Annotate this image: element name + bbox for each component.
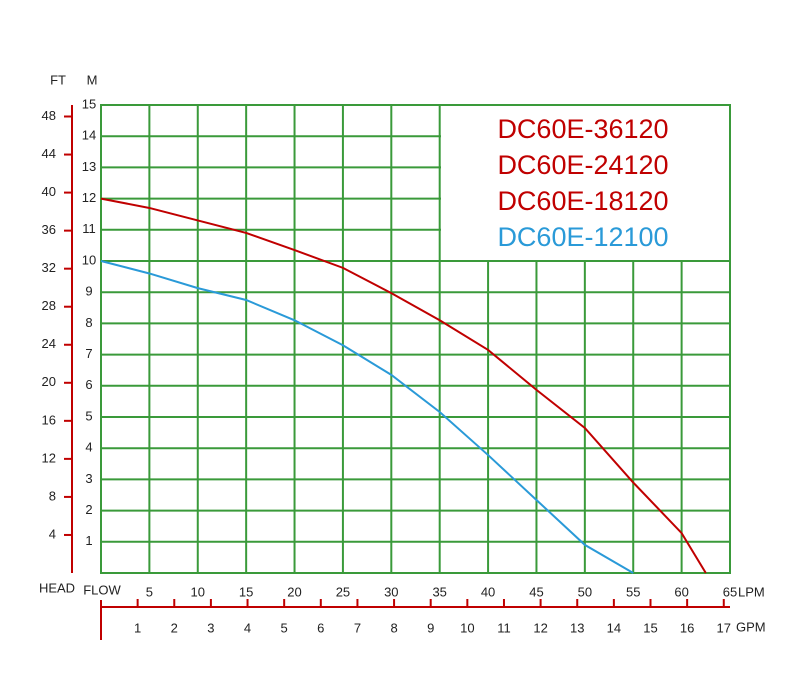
y2-tick-label: 16 xyxy=(42,412,56,427)
x2-tick-label: 12 xyxy=(533,620,547,635)
y2-tick-label: 36 xyxy=(42,222,56,237)
x-tick-label: 50 xyxy=(578,584,592,599)
y2-tick-label: 40 xyxy=(42,184,56,199)
x2-tick-label: 2 xyxy=(171,620,178,635)
x-tick-label: 60 xyxy=(674,584,688,599)
y-tick-label: 6 xyxy=(85,377,92,392)
plot-border xyxy=(100,104,731,574)
y-tick-label: 13 xyxy=(82,159,96,174)
x2-tick-label: 13 xyxy=(570,620,584,635)
x-tick-label: 55 xyxy=(626,584,640,599)
x-tick-label: 30 xyxy=(384,584,398,599)
x2-tick-label: 4 xyxy=(244,620,251,635)
y2-tick-label: 8 xyxy=(49,488,56,503)
x2-tick-label: 7 xyxy=(354,620,361,635)
y-tick-label: 3 xyxy=(85,471,92,486)
x-tick-label: 40 xyxy=(481,584,495,599)
x2-tick-label: 14 xyxy=(607,620,621,635)
x-tick-label: 5 xyxy=(146,584,153,599)
y2-tick-label: 48 xyxy=(42,108,56,123)
y-tick-label: 4 xyxy=(85,440,92,455)
x2-tick-label: 15 xyxy=(643,620,657,635)
y-tick-label: 8 xyxy=(85,315,92,330)
y-tick-label: 2 xyxy=(85,502,92,517)
x2-axis-label: GPM xyxy=(736,619,766,634)
y-tick-label: 9 xyxy=(85,284,92,299)
curve xyxy=(100,260,634,574)
x2-tick-label: 6 xyxy=(317,620,324,635)
legend-box xyxy=(441,106,729,260)
y-tick-label: 11 xyxy=(82,221,96,236)
y2-tick-label: 20 xyxy=(42,374,56,389)
x2-tick-label: 11 xyxy=(497,620,511,635)
y-tick-label: 12 xyxy=(82,190,96,205)
x-tick-label: 35 xyxy=(432,584,446,599)
x-axis-label: LPM xyxy=(738,584,765,599)
x-tick-label: 45 xyxy=(529,584,543,599)
x-tick-label: 10 xyxy=(191,584,205,599)
y2-tick-label: 4 xyxy=(49,526,56,541)
y2-tick-label: 28 xyxy=(42,298,56,313)
x-tick-label: 20 xyxy=(287,584,301,599)
x2-tick-label: 5 xyxy=(281,620,288,635)
head-label: HEAD xyxy=(39,580,75,595)
y2-tick-label: 24 xyxy=(42,336,56,351)
x2-tick-label: 16 xyxy=(680,620,694,635)
x2-tick-label: 3 xyxy=(207,620,214,635)
x2-tick-label: 1 xyxy=(134,620,141,635)
y-tick-label: 1 xyxy=(85,533,92,548)
y-tick-label: 15 xyxy=(82,96,96,111)
y2-tick-label: 12 xyxy=(42,450,56,465)
y-tick-label: 14 xyxy=(82,128,96,143)
legend-entry: DC60E-12100 xyxy=(497,222,668,252)
legend-entry: DC60E-36120 xyxy=(497,114,668,144)
y2-tick-label: 44 xyxy=(42,146,56,161)
x-tick-label: 15 xyxy=(239,584,253,599)
y-tick-label: 10 xyxy=(82,252,96,267)
curve xyxy=(100,197,707,574)
x2-tick-label: 10 xyxy=(460,620,474,635)
y-tick-label: 7 xyxy=(85,346,92,361)
y2-tick-label: 32 xyxy=(42,260,56,275)
y2-axis-label: FT xyxy=(50,72,66,87)
y-axis-label: M xyxy=(87,72,98,87)
x2-tick-label: 17 xyxy=(717,620,731,635)
flow-label: FLOW xyxy=(83,582,121,597)
legend-entry: DC60E-24120 xyxy=(497,150,668,180)
x2-tick-label: 8 xyxy=(390,620,397,635)
x2-tick-label: 9 xyxy=(427,620,434,635)
x-tick-label: 25 xyxy=(336,584,350,599)
x-tick-label: 65 xyxy=(723,584,737,599)
y-tick-label: 5 xyxy=(85,408,92,423)
legend-entry: DC60E-18120 xyxy=(497,186,668,216)
